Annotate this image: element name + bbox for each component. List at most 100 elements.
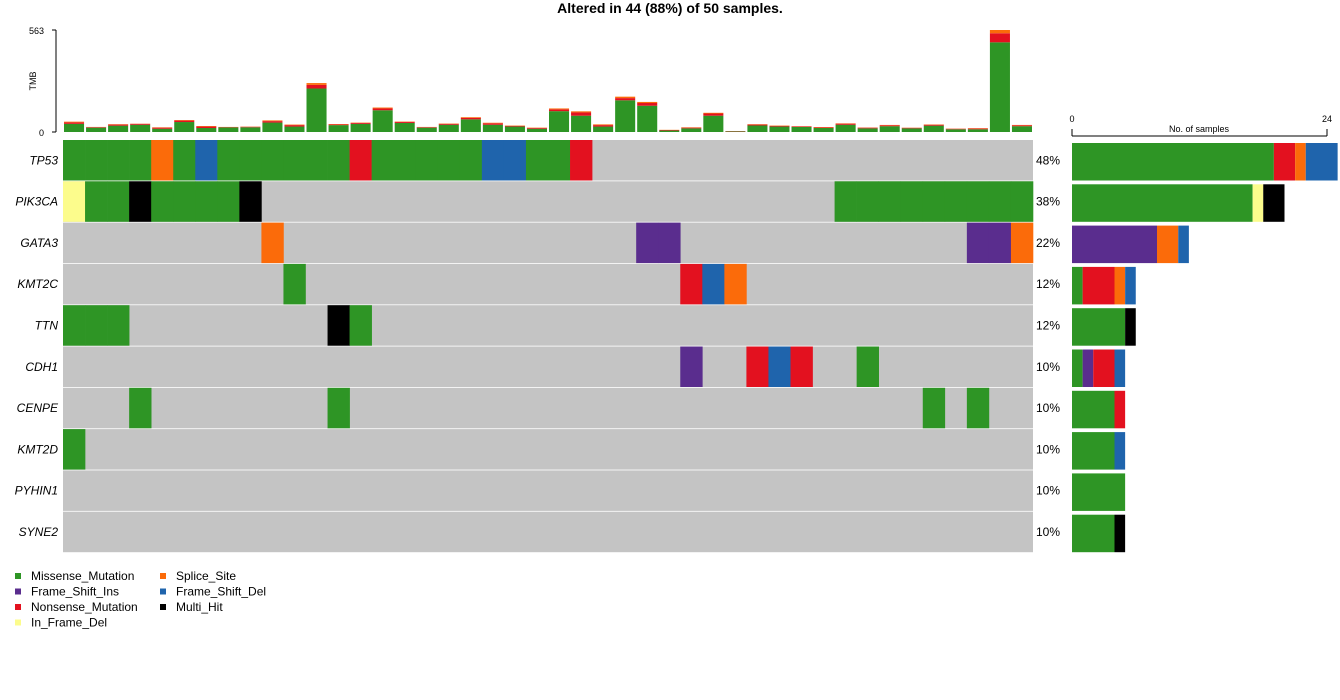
matrix-cell [327,387,350,429]
matrix-cell [349,305,372,346]
tmb-bar-segment [372,107,393,109]
gene-label: TTN [35,318,59,332]
sample-bar-segment [1093,349,1115,387]
tmb-bar-segment [152,128,173,132]
tmb-bar-segment [86,127,107,132]
tmb-bar-segment [637,101,658,104]
tmb-bar-segment [989,33,1010,43]
tmb-bar-segment [196,126,217,127]
matrix-row-background [63,429,1033,470]
percent-labels: 48% 38% 22% 12% 12% 10% 10% 10% 10% 10% [1036,153,1060,539]
tmb-bar-segment [967,128,988,130]
matrix-cell [724,263,747,305]
legend-swatch [15,604,21,610]
tmb-bar-segment [174,120,195,121]
matrix-row-background [63,470,1033,511]
tmb-bar-segment [615,96,636,99]
tmb-bar-segment [901,127,922,129]
tmb-bar-segment [438,124,459,132]
sample-bar-segment [1072,390,1115,429]
matrix-cell [1010,181,1034,222]
tmb-bar-segment [1011,125,1032,127]
gene-label: CDH1 [25,360,58,374]
matrix-row-background [63,222,1033,264]
sample-bar-segment [1125,266,1136,305]
matrix-cell [85,305,108,346]
matrix-cell [966,387,990,429]
sample-bar-segment [1114,390,1126,429]
tmb-bar-segment [350,123,371,132]
sample-axis-title: No. of samples [1169,124,1230,134]
tmb-bar-segment [262,120,283,122]
sample-bar-segment [1305,143,1338,181]
matrix-cell [283,140,306,181]
tmb-bar-segment [306,88,327,132]
tmb-bar-segment [681,127,702,129]
gene-label: TP53 [29,153,58,167]
sample-count-bars [1072,143,1338,553]
matrix-cell [239,140,262,181]
tmb-axis-label: TMB [28,72,38,91]
matrix-cell [63,181,86,222]
tmb-bar-segment [482,122,503,124]
matrix-cell [195,140,218,181]
percent-label: 12% [1036,277,1060,291]
matrix-cell [856,346,879,387]
matrix-row-background [63,346,1033,387]
percent-label: 48% [1036,153,1060,167]
sample-bar-segment [1082,266,1115,305]
tmb-bar-segment [967,129,988,132]
matrix-cell [129,140,152,181]
tmb-bar-segment [945,129,966,132]
matrix-cell [944,181,968,222]
tmb-bar-segment [571,115,592,132]
tmb-bar-segment [196,126,217,129]
matrix-cell [481,140,505,181]
matrix-cell [217,140,240,181]
sample-bar-segment [1252,184,1264,222]
matrix-cell [988,222,1012,264]
legend-swatch [15,573,21,579]
matrix-cell [525,140,549,181]
percent-label: 38% [1036,195,1060,209]
tmb-bar-segment [835,124,856,132]
matrix-cell [327,305,350,346]
legend-label: Nonsense_Mutation [31,600,138,614]
legend-label: Missense_Mutation [31,569,134,583]
matrix-cell [680,346,703,387]
percent-label: 12% [1036,318,1060,332]
tmb-bar-segment [637,103,658,106]
tmb-bar-segment [152,127,173,129]
matrix-cell [1010,222,1034,264]
sample-bar-segment [1273,143,1296,181]
tmb-bar-segment [549,109,570,112]
tmb-bar-segment [460,119,481,132]
chart-title: Altered in 44 (88%) of 50 samples. [557,0,783,16]
sample-bar-segment [1263,184,1285,222]
tmb-bar-segment [240,126,261,128]
gene-label: PYHIN1 [15,484,58,498]
gene-label: GATA3 [20,236,58,250]
tmb-bar-segment [350,122,371,124]
matrix-cell [195,181,218,222]
matrix-cell [63,429,86,470]
tmb-bar-segment [791,126,812,127]
gene-label: KMT2D [17,442,58,456]
sample-bar-segment [1072,349,1083,387]
tmb-bar-segment [262,121,283,123]
tmb-bar-segment [769,126,790,132]
tmb-bar-segment [460,117,481,120]
tmb-bar-segment [703,115,724,132]
gene-label: PIK3CA [15,195,58,209]
matrix-cell [856,181,879,222]
sample-bar-segment [1114,266,1126,305]
tmb-bar-segment [945,128,966,130]
matrix-cell [966,222,990,264]
matrix-cell [680,263,703,305]
tmb-bar-segment [835,123,856,125]
tmb-bar-segment [328,125,349,132]
matrix-cell [173,140,196,181]
matrix-row-background [63,305,1033,346]
matrix-row-background [63,387,1033,429]
tmb-bar-segment [240,127,261,132]
